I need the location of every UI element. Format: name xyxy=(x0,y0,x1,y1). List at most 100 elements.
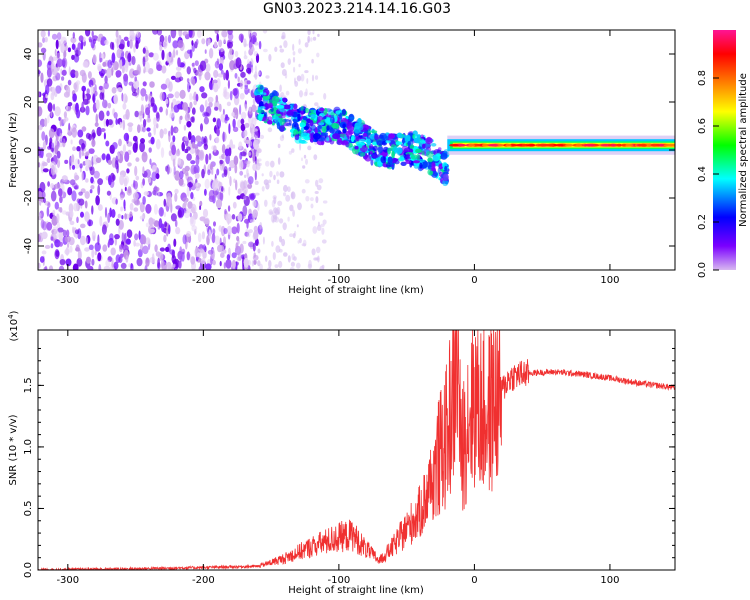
heatmap-cell xyxy=(207,38,211,45)
heatmap-cell xyxy=(81,150,84,157)
heatmap-cell xyxy=(415,148,422,154)
heatmap-cell xyxy=(145,222,149,228)
heatmap-cell xyxy=(100,72,104,78)
heatmap-cell xyxy=(215,136,220,144)
heatmap-cell xyxy=(54,183,61,189)
heatmap-cell xyxy=(310,197,314,202)
heatmap-cell xyxy=(229,47,233,55)
heatmap-cell xyxy=(297,202,302,211)
heatmap-cell xyxy=(71,43,76,50)
heatmap-cell xyxy=(279,218,284,224)
heatmap-cell xyxy=(283,252,288,257)
heatmap-cell xyxy=(120,206,123,212)
heatmap-cell xyxy=(201,136,205,145)
heatmap-cell xyxy=(272,252,276,260)
heatmap-cell xyxy=(85,165,89,172)
heatmap-cell xyxy=(104,39,109,46)
snr-panel: -300 -200 -100 0 100 0.0 0.5 1.0 1.5 Height of s… xyxy=(7,310,676,596)
heatmap-cell xyxy=(184,200,188,206)
heatmap-cell xyxy=(396,132,403,139)
heatmap-cell xyxy=(257,158,262,162)
heatmap-cell xyxy=(232,201,237,209)
heatmap-cell xyxy=(80,40,84,50)
heatmap-cell xyxy=(322,200,328,204)
heatmap-cell xyxy=(442,173,449,182)
heatmap-cell xyxy=(182,31,189,36)
heatmap-cell xyxy=(125,255,129,263)
heatmap-cell xyxy=(196,30,202,38)
heatmap-cell xyxy=(409,148,414,153)
heatmap-cell xyxy=(227,168,230,179)
heatmap-cell xyxy=(323,93,327,100)
heatmap-cell xyxy=(413,160,420,164)
heatmap-cell xyxy=(261,186,265,192)
heatmap-cell xyxy=(242,205,248,217)
heatmap-cell xyxy=(213,145,217,153)
heatmap-cell xyxy=(292,51,296,56)
heatmap-cell xyxy=(114,237,118,246)
heatmap-cell xyxy=(170,151,177,162)
heatmap-cell xyxy=(294,134,300,141)
heatmap-cell xyxy=(188,30,193,38)
heatmap-cell xyxy=(145,93,148,102)
x-tick-label: -300 xyxy=(56,575,79,586)
heatmap-cell xyxy=(310,113,316,119)
heatmap-cell xyxy=(252,242,256,252)
heatmap-cell xyxy=(442,179,449,187)
heatmap-cell xyxy=(297,240,300,244)
heatmap-cell xyxy=(173,238,177,247)
heatmap-cell xyxy=(302,165,306,169)
heatmap-cell xyxy=(81,85,86,92)
heatmap-cell xyxy=(184,165,190,172)
heatmap-cell xyxy=(219,245,225,253)
heatmap-cell xyxy=(201,92,208,99)
heatmap-cell xyxy=(292,43,295,52)
heatmap-cell xyxy=(58,116,61,121)
heatmap-cell xyxy=(115,118,118,125)
heatmap-cell xyxy=(164,221,168,228)
heatmap-cell xyxy=(131,91,138,97)
heatmap-cell xyxy=(348,113,355,121)
heatmap-cell xyxy=(258,113,263,122)
heatmap-cell xyxy=(186,153,192,161)
heatmap-cell xyxy=(190,164,197,175)
colorbar-tick-label: 0.4 xyxy=(697,166,708,182)
heatmap-cell xyxy=(226,101,231,107)
heatmap-cell xyxy=(215,199,223,209)
heatmap-cell xyxy=(131,32,136,38)
heatmap-cell xyxy=(296,224,299,228)
heatmap-cell xyxy=(190,216,194,225)
heatmap-cell xyxy=(259,106,266,110)
heatmap-cell xyxy=(318,124,322,133)
heatmap-cell xyxy=(232,118,236,129)
heatmap-cell xyxy=(174,188,179,194)
heatmap-cell xyxy=(67,47,71,53)
heatmap-cell xyxy=(149,158,152,165)
y-tick-label: 40 xyxy=(23,48,34,61)
heatmap-cell xyxy=(575,143,583,147)
heatmap-cell xyxy=(79,163,83,169)
heatmap-cell xyxy=(306,78,309,84)
y-tick-label: 0.0 xyxy=(23,562,34,578)
heatmap-cell xyxy=(91,205,94,215)
heatmap-cell xyxy=(50,110,53,118)
heatmap-cell xyxy=(118,43,125,50)
heatmap-cell xyxy=(225,213,232,224)
heatmap-cell xyxy=(90,39,95,49)
heatmap-cell xyxy=(39,181,46,193)
heatmap-cell xyxy=(46,157,51,163)
heatmap-cell xyxy=(212,259,216,266)
heatmap-cell xyxy=(340,140,349,146)
heatmap-cell xyxy=(99,92,104,100)
snr-ticks: -300 -200 -100 0 100 0.0 0.5 1.0 1.5 xyxy=(23,330,675,586)
colorbar-tick-label: 0.0 xyxy=(697,262,708,278)
heatmap-cell xyxy=(50,183,55,189)
heatmap-cell xyxy=(94,90,98,97)
heatmap-cell xyxy=(247,140,253,147)
heatmap-cell xyxy=(638,143,647,147)
heatmap-cell xyxy=(128,125,133,133)
heatmap-cell xyxy=(223,72,226,81)
heatmap-cell xyxy=(304,179,310,184)
heatmap-cell xyxy=(40,72,44,83)
